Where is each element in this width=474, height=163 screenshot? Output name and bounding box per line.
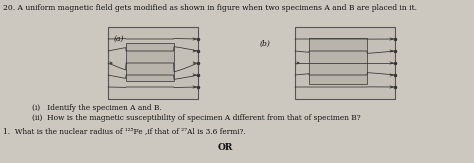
Text: (i)   Identify the specimen A and B.: (i) Identify the specimen A and B. [32, 104, 162, 112]
Text: (b): (b) [260, 40, 271, 48]
Bar [309, 38, 367, 84]
Text: OR: OR [218, 143, 233, 152]
Bar [126, 43, 174, 81]
Bar [108, 27, 198, 99]
Bar [295, 27, 395, 99]
Text: (ii)  How is the magnetic susceptibility of specimen A different from that of sp: (ii) How is the magnetic susceptibility … [32, 114, 361, 122]
Text: (a): (a) [114, 35, 125, 43]
Text: 1.  What is the nuclear radius of ¹²⁵Fe ,if that of ²⁷Al is 3.6 fermi?.: 1. What is the nuclear radius of ¹²⁵Fe ,… [3, 127, 246, 135]
Text: 20. A uniform magnetic field gets modified as shown in figure when two specimens: 20. A uniform magnetic field gets modifi… [3, 4, 417, 12]
